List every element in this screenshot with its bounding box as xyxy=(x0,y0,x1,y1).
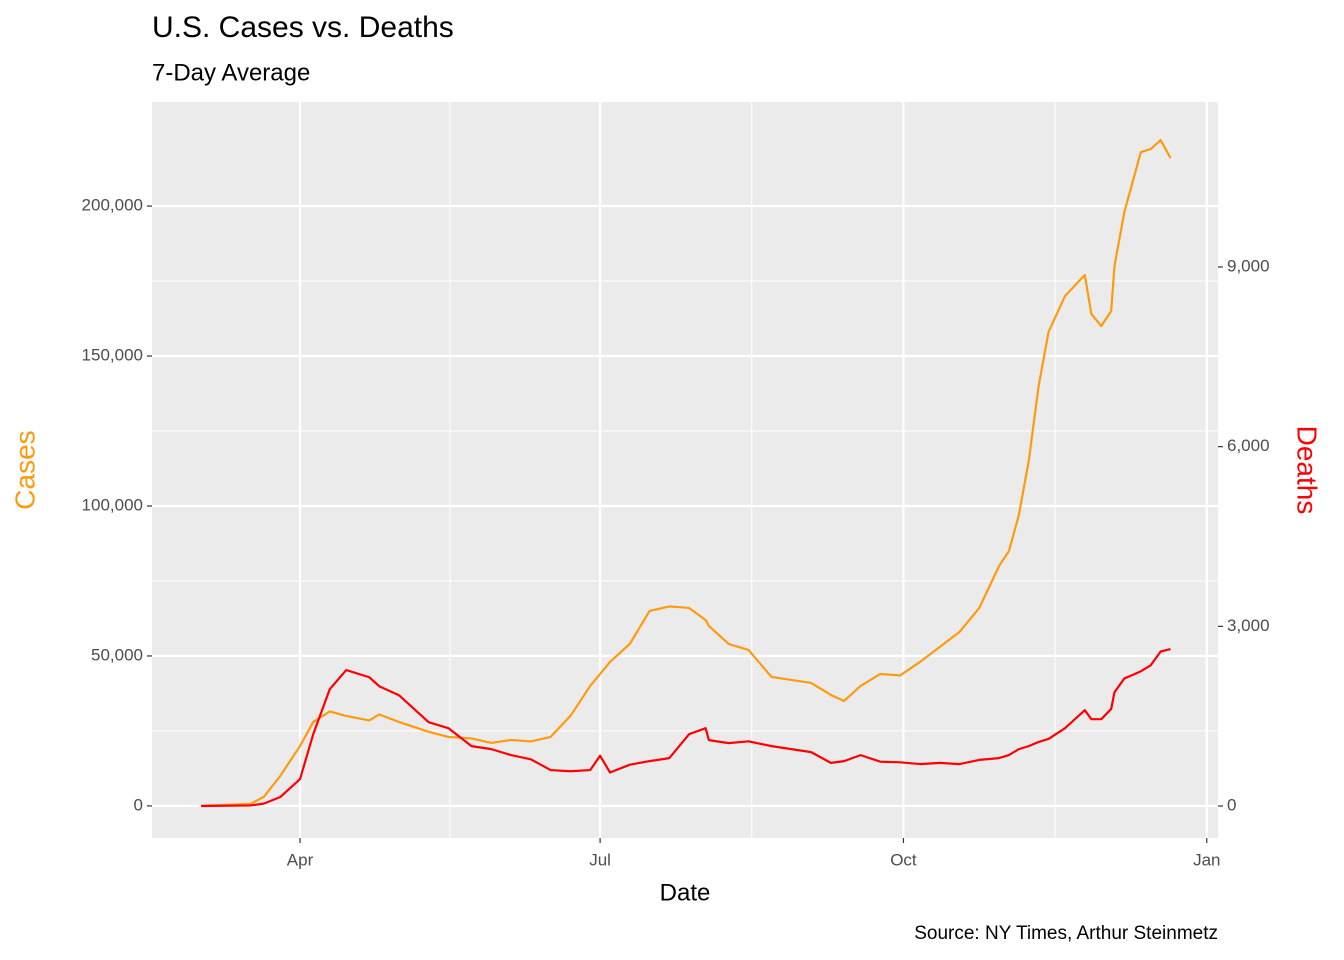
chart-title: U.S. Cases vs. Deaths xyxy=(152,11,454,44)
caption: Source: NY Times, Arthur Steinmetz xyxy=(914,923,1218,944)
y-tick-label: 0 xyxy=(134,795,143,814)
panel xyxy=(152,102,1218,838)
y2-tick-label: 9,000 xyxy=(1227,256,1270,275)
x-tick-label: Apr xyxy=(287,850,314,869)
y-tick-label: 150,000 xyxy=(82,346,143,365)
y2-tick-label: 6,000 xyxy=(1227,436,1270,455)
y2-tick-label: 0 xyxy=(1227,796,1236,815)
y-axis-title: Cases xyxy=(9,430,40,509)
x-tick-label: Oct xyxy=(890,850,917,869)
y-tick-label: 100,000 xyxy=(82,495,143,514)
y-tick-label: 200,000 xyxy=(82,196,143,215)
x-axis-title: Date xyxy=(660,879,711,906)
y2-tick-label: 3,000 xyxy=(1227,616,1270,635)
line-series xyxy=(201,138,1172,808)
y2-axis-title: Deaths xyxy=(1292,426,1323,515)
x-tick-label: Jan xyxy=(1193,850,1220,869)
y-tick-label: 50,000 xyxy=(91,645,143,664)
line-series xyxy=(201,648,1171,808)
x-tick-label: Jul xyxy=(589,850,611,869)
chart-subtitle: 7-Day Average xyxy=(152,59,310,86)
